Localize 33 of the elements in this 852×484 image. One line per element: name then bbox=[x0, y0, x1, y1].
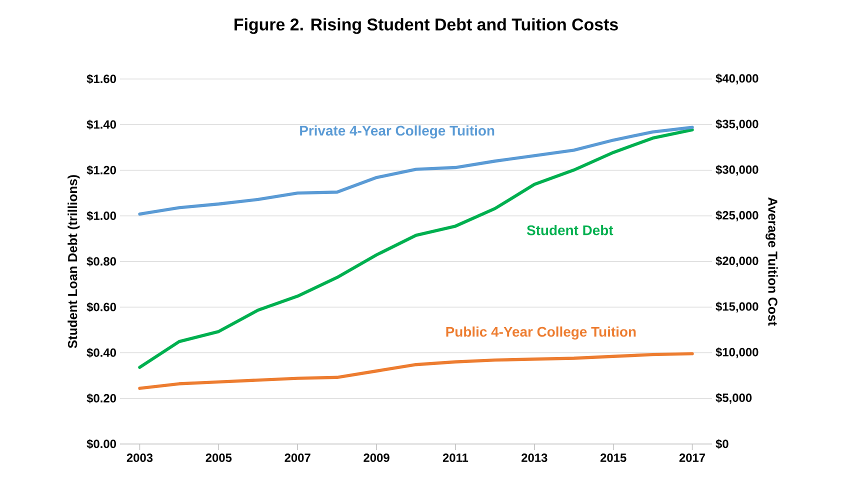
y-tick-label: $0.60 bbox=[86, 302, 116, 312]
x-tick-label: 2011 bbox=[442, 454, 468, 462]
x-tick-label: 2015 bbox=[600, 454, 626, 462]
x-tick-label: 2017 bbox=[679, 454, 706, 462]
text: Student Debt bbox=[526, 224, 614, 236]
x-tick-label: 2007 bbox=[284, 454, 310, 462]
y-tick-label: $0.40 bbox=[86, 348, 116, 358]
y2-tick-label: $30,000 bbox=[716, 164, 758, 176]
y-axis-title: Student Loan Debt (trillions) bbox=[68, 175, 80, 348]
y-tick-label: $0.80 bbox=[86, 256, 116, 266]
y2-tick-label: $15,000 bbox=[716, 302, 758, 312]
x-tick-label: 2003 bbox=[126, 454, 153, 462]
y2-tick-label: $5,000 bbox=[716, 393, 752, 404]
series-label: Public 4-Year College Tuition bbox=[446, 326, 636, 340]
y2-tick-label: $40,000 bbox=[716, 74, 758, 84]
chart-title: Figure 2. Rising Student Debt and Tuition Costs bbox=[234, 18, 618, 34]
y-tick-label: $0.20 bbox=[86, 393, 116, 404]
x-tick-label: 2005 bbox=[206, 454, 232, 462]
x-tick-label: 2009 bbox=[364, 454, 390, 462]
y-tick-label: $1.00 bbox=[86, 210, 116, 221]
y2-tick-label: $0 bbox=[716, 439, 728, 449]
y2-axis-title: Average Tuition Cost bbox=[766, 197, 778, 326]
x-tick-label: 2013 bbox=[522, 454, 548, 462]
line-series bbox=[138, 126, 694, 216]
y-tick-label: $1.40 bbox=[86, 120, 116, 130]
series-label: Private 4-Year College Tuition bbox=[300, 125, 494, 138]
y2-tick-label: $20,000 bbox=[716, 256, 758, 267]
y2-tick-label: $35,000 bbox=[716, 119, 758, 130]
y2-tick-label: $10,000 bbox=[716, 347, 758, 358]
y2-tick-label: $25,000 bbox=[716, 210, 758, 222]
y-tick-label: $1.60 bbox=[86, 74, 116, 84]
y-tick-label: $0.00 bbox=[86, 439, 116, 449]
y-tick-label: $1.20 bbox=[86, 165, 116, 176]
